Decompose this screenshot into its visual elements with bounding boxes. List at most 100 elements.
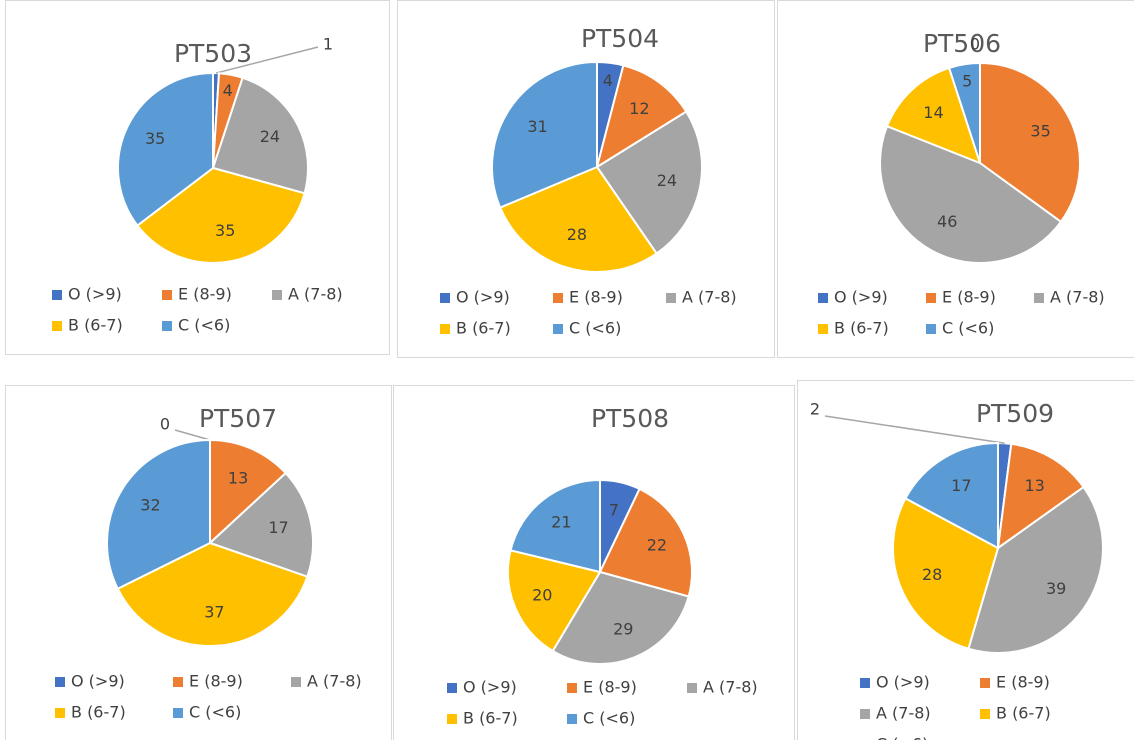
data-label: 12 [629,99,649,118]
legend-swatch [272,290,282,300]
data-label: 13 [228,468,248,487]
pie-slice [136,166,306,264]
data-label: 35 [145,129,165,148]
pie-slice [979,61,1081,224]
pie-slice [904,441,999,550]
pie-slice [967,485,1104,654]
chart-title: PT507 [199,404,277,433]
data-label: 17 [951,476,971,495]
legend-swatch [52,321,62,331]
legend-swatch [860,709,870,719]
data-label: 21 [551,512,571,531]
legend-swatch [52,290,62,300]
legend-label: O (>9) [68,285,122,304]
pie-slice [208,471,314,578]
legend-label: C (<6) [876,735,928,740]
data-label: 22 [647,536,667,555]
pie-slice [507,549,602,653]
legend-swatch [926,324,936,334]
data-label: 24 [260,127,280,146]
pie-panel: PT504 4 12 24 28 31 O (>9) E (8-9) A (7-8) B (6-7… [397,0,775,358]
legend-swatch [860,678,870,688]
legend-label: B (6-7) [68,316,123,335]
legend-label: B (6-7) [463,709,518,728]
legend-swatch [687,683,697,693]
leader-line [174,429,211,441]
pie-panel: PT508 7 22 29 20 21 O (>9) E (8-9) A (7-8) B (6-7… [393,385,795,740]
legend-label: A (7-8) [307,672,362,691]
data-label: 28 [922,565,942,584]
pie-slice [598,487,693,598]
legend-label: O (>9) [834,288,888,307]
legend-swatch [162,290,172,300]
legend-swatch [926,293,936,303]
legend-label: A (7-8) [288,285,343,304]
legend-label: O (>9) [71,672,125,691]
legend: O (>9) E (8-9) A (7-8) B (6-7) C (<6) [860,673,1051,740]
legend-swatch [980,709,990,719]
legend-label: O (>9) [463,678,517,697]
legend-label: E (8-9) [178,285,232,304]
legend-swatch [173,708,183,718]
legend-label: E (8-9) [189,672,243,691]
legend-label: O (>9) [456,288,510,307]
leader-line [215,46,319,74]
pie-slice [892,497,1000,650]
pie-panel: PT509 2 13 39 28 17 O (>9) E (8-9) A (7-8) B (6-7… [797,380,1134,740]
chart-title: PT503 [174,39,252,68]
data-label: 0 [970,35,980,54]
legend-label: B (6-7) [456,319,511,338]
pie-slice [211,76,309,195]
legend-label: E (8-9) [583,678,637,697]
data-label: 0 [160,415,170,434]
legend-swatch [447,683,457,693]
pie-panel: PT503 1 4 24 35 35 O (>9) E (8-9) A (7-8) B (6-7)… [5,0,390,355]
legend-swatch [1034,293,1044,303]
leader-line [824,415,1005,444]
pie-slice [947,61,981,164]
data-label: 4 [223,81,233,100]
data-label: 4 [603,71,613,90]
legend-swatch [666,293,676,303]
legend-swatch [291,677,301,687]
legend-label: C (<6) [569,319,621,338]
legend-swatch [567,683,577,693]
data-label: 31 [527,117,547,136]
pie-slice [509,478,601,574]
pie-panel: PT507 0 13 17 37 32 O (>9) E (8-9) A (7-8) B (6-7… [5,385,392,740]
legend-swatch [567,714,577,724]
legend-label: E (8-9) [942,288,996,307]
chart-title: PT509 [976,399,1054,428]
legend-label: O (>9) [876,673,930,692]
data-label: 5 [962,72,972,91]
legend-label: E (8-9) [996,673,1050,692]
pie-slice [595,64,688,170]
legend: O (>9) E (8-9) A (7-8) B (6-7) C (<6) [52,285,343,335]
legend-label: B (6-7) [996,704,1051,723]
legend-label: A (7-8) [1050,288,1105,307]
legend-label: C (<6) [189,703,241,722]
chart-title: PT504 [581,24,659,53]
data-label: 28 [567,225,587,244]
legend: O (>9) E (8-9) A (7-8) B (6-7) C (<6) [55,672,362,722]
legend-label: A (7-8) [876,704,931,723]
data-label: 32 [140,496,160,515]
chart-title: PT506 [923,29,1001,58]
data-label: 35 [215,221,235,240]
legend-swatch [447,714,457,724]
legend-swatch [553,324,563,334]
data-label: 39 [1046,579,1066,598]
legend-label: C (<6) [583,709,635,728]
legend-label: E (8-9) [569,288,623,307]
data-label: 14 [923,103,943,122]
chart-title: PT508 [591,404,669,433]
legend-swatch [818,293,828,303]
legend-swatch [553,293,563,303]
data-label: 46 [937,212,957,231]
data-label: 37 [204,602,224,621]
legend: O (>9) E (8-9) A (7-8) B (6-7) C (<6) [818,288,1105,338]
data-label: 7 [609,500,619,519]
legend-swatch [818,324,828,334]
